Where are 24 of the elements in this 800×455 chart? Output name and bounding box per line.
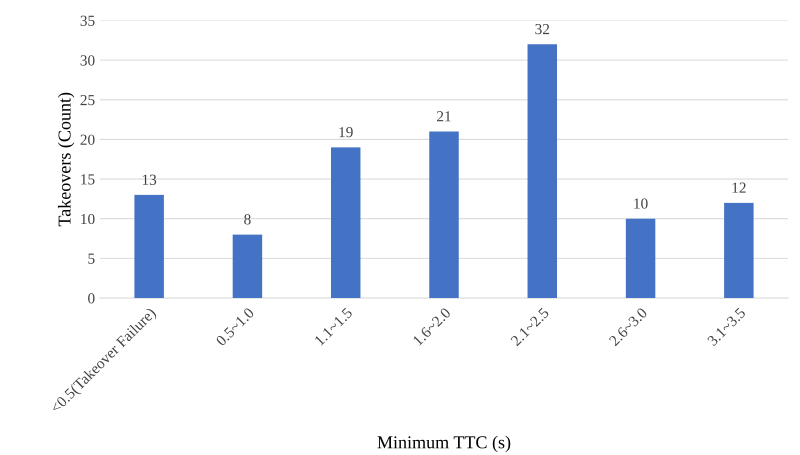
x-axis-title: Minimum TTC (s) bbox=[377, 436, 510, 452]
bar bbox=[429, 131, 459, 298]
bar bbox=[724, 202, 754, 298]
data-label: 10 bbox=[634, 198, 648, 209]
data-label: 8 bbox=[244, 214, 251, 225]
bar bbox=[134, 194, 164, 298]
data-label: 12 bbox=[732, 182, 746, 193]
data-label: 19 bbox=[339, 127, 353, 138]
y-tick-label: 20 bbox=[80, 134, 95, 145]
bar bbox=[232, 234, 262, 298]
bar bbox=[626, 218, 656, 298]
y-tick-label: 35 bbox=[80, 16, 95, 26]
y-tick-label: 25 bbox=[80, 94, 95, 106]
y-tick-label: 5 bbox=[88, 254, 95, 264]
y-tick-label: 10 bbox=[81, 214, 95, 224]
y-tick-label: 15 bbox=[81, 174, 95, 185]
data-label: 13 bbox=[142, 174, 156, 185]
y-tick-label: 0 bbox=[88, 293, 95, 304]
bar bbox=[330, 147, 360, 298]
y-tick-label: 30 bbox=[80, 55, 95, 66]
data-label: 21 bbox=[437, 111, 451, 122]
y-axis-title: Takeovers (Count) bbox=[58, 92, 74, 226]
bar bbox=[528, 44, 558, 298]
data-label: 32 bbox=[535, 24, 550, 34]
